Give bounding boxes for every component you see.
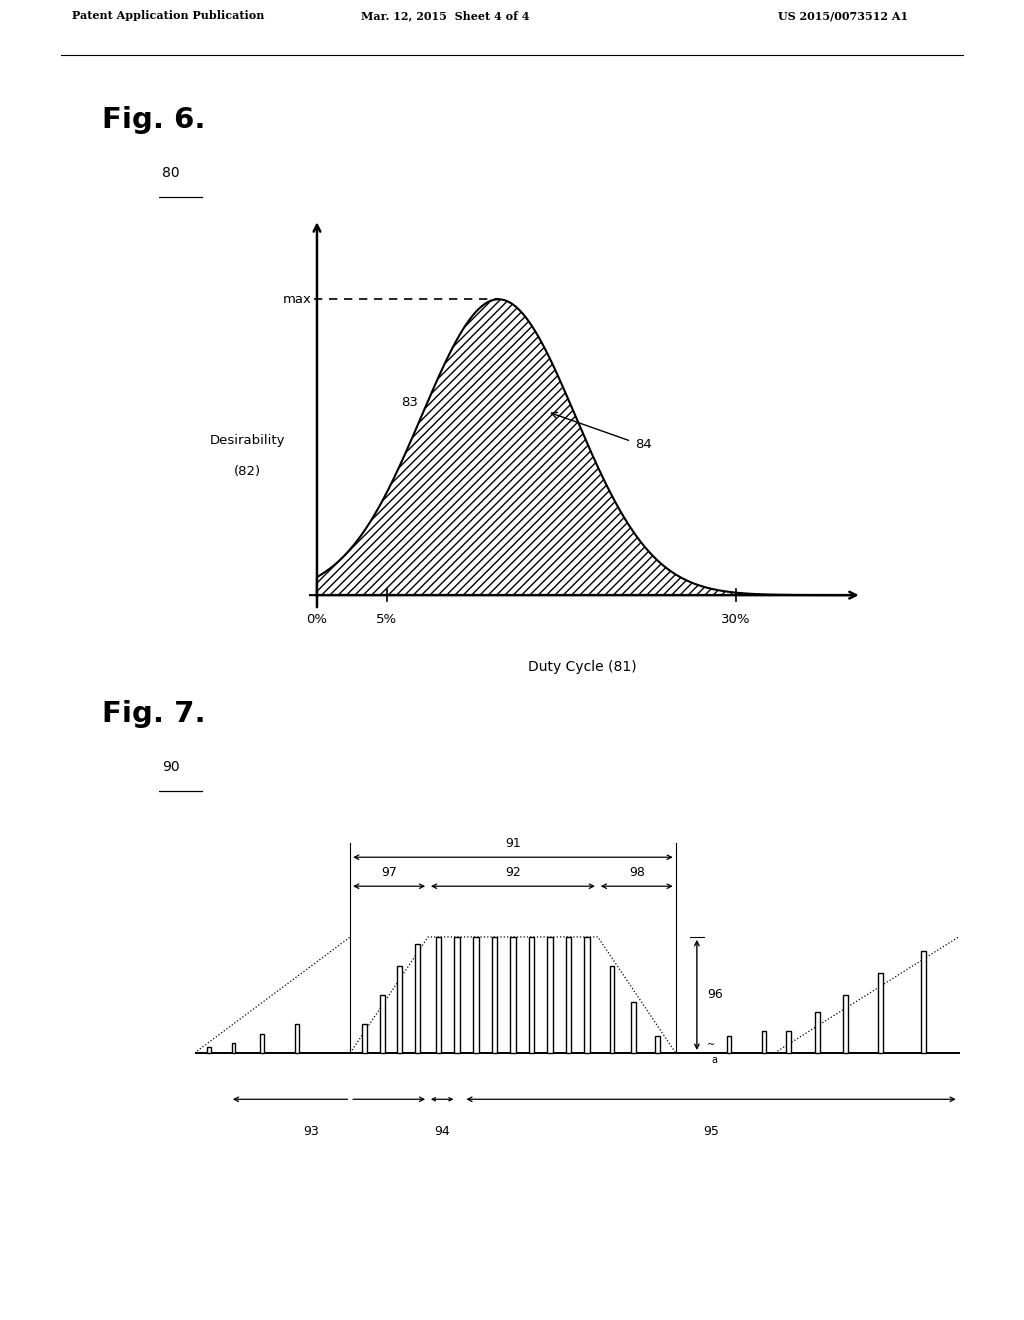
Bar <box>609 966 614 1053</box>
Text: (82): (82) <box>233 465 261 478</box>
Text: 80: 80 <box>162 166 179 181</box>
Bar <box>260 1034 264 1053</box>
Text: 0%: 0% <box>306 612 328 626</box>
Bar <box>762 1031 766 1053</box>
Text: Duty Cycle (81): Duty Cycle (81) <box>528 660 637 675</box>
Text: Patent Application Publication: Patent Application Publication <box>72 11 264 21</box>
Text: 94: 94 <box>434 1126 451 1138</box>
Bar <box>231 1043 236 1053</box>
Bar <box>415 944 420 1053</box>
Bar <box>455 937 460 1053</box>
Bar <box>655 1035 660 1053</box>
Bar <box>921 952 926 1053</box>
Text: US 2015/0073512 A1: US 2015/0073512 A1 <box>778 11 908 21</box>
Text: 97: 97 <box>381 866 397 879</box>
Bar <box>585 937 590 1053</box>
Bar <box>436 937 441 1053</box>
Bar <box>727 1035 731 1053</box>
Bar <box>786 1031 792 1053</box>
Text: 30%: 30% <box>721 612 751 626</box>
Bar <box>295 1024 299 1053</box>
Text: Desirability: Desirability <box>209 434 285 447</box>
Text: ~: ~ <box>707 1040 715 1049</box>
Bar <box>510 937 516 1053</box>
Text: a: a <box>712 1055 718 1065</box>
Text: 83: 83 <box>400 396 418 409</box>
Bar <box>473 937 478 1053</box>
Text: 92: 92 <box>505 866 521 879</box>
Bar <box>843 995 848 1053</box>
Bar <box>566 937 571 1053</box>
Bar <box>815 1012 819 1053</box>
Text: 5%: 5% <box>376 612 397 626</box>
Text: Fig. 7.: Fig. 7. <box>102 700 206 727</box>
Bar <box>631 1002 636 1053</box>
Text: Fig. 6.: Fig. 6. <box>102 106 206 133</box>
Bar <box>492 937 498 1053</box>
Text: 98: 98 <box>629 866 645 879</box>
Bar <box>380 995 385 1053</box>
Text: 91: 91 <box>505 837 521 850</box>
Bar <box>547 937 553 1053</box>
Text: 93: 93 <box>303 1126 319 1138</box>
Bar <box>361 1024 367 1053</box>
Text: max: max <box>283 293 311 306</box>
Bar <box>528 937 535 1053</box>
Text: 96: 96 <box>708 989 723 1002</box>
Text: 95: 95 <box>703 1126 719 1138</box>
Bar <box>207 1047 211 1053</box>
Text: 90: 90 <box>162 760 179 775</box>
Bar <box>397 966 402 1053</box>
Bar <box>879 973 884 1053</box>
Text: 84: 84 <box>635 438 652 450</box>
Text: Mar. 12, 2015  Sheet 4 of 4: Mar. 12, 2015 Sheet 4 of 4 <box>361 11 529 21</box>
